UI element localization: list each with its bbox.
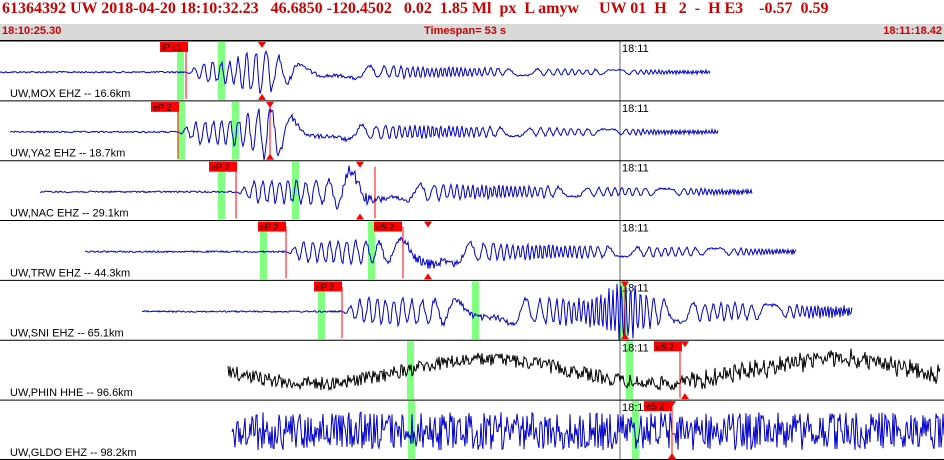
channel-label: UW,YA2 EHZ -- 18.7km [10, 148, 125, 160]
minute-label: 18:11 [622, 163, 649, 175]
amplitude-marker [356, 161, 364, 168]
pick-flag-label: eS 2 [656, 342, 675, 352]
timespan-label: Timespan= 53 s [424, 25, 507, 37]
channel-label: UW,PHIN HHE -- 96.6km [10, 387, 133, 399]
pick-flag[interactable] [644, 401, 672, 412]
phase-window-marker [472, 281, 479, 340]
trace-panel[interactable]: 18:11 eP 2 UW,YA2 EHZ -- 18.7km [0, 100, 944, 161]
time-bar: 18:10:25.30 Timespan= 53 s 18:11:18.42 [0, 24, 944, 41]
phase-window-marker [620, 281, 627, 340]
waveform-trace [9, 107, 719, 161]
trace-panel[interactable]: 18:11 iP c1 UW,MOX EHZ -- 16.6km [0, 41, 944, 101]
amplitude-marker [266, 153, 274, 160]
minute-label: 18:11 [622, 223, 649, 235]
pick-flag[interactable] [654, 341, 682, 352]
channel-label: UW,MOX EHZ -- 16.6km [10, 88, 130, 100]
amplitude-marker [424, 221, 432, 228]
seismogram-panels[interactable]: 18:11 iP c1 UW,MOX EHZ -- 16.6km 18:11 eP 2 U… [0, 41, 944, 460]
channel-label: UW,NAC EHZ -- 29.1km [10, 208, 129, 220]
waveform-trace [39, 165, 753, 211]
trace-panel[interactable]: 18:11 eP 2 UW,NAC EHZ -- 29.1km [0, 160, 944, 221]
minute-label: 18:11 [622, 43, 649, 55]
amplitude-marker [258, 42, 266, 48]
phase-window-marker [626, 341, 633, 400]
channel-label: UW,SNI EHZ -- 65.1km [10, 327, 124, 339]
start-time: 18:10:25.30 [2, 25, 62, 37]
phase-window-marker [260, 221, 267, 280]
trace-panel[interactable]: 18:11 eS 2 UW,PHIN HHE -- 96.6km [0, 339, 944, 401]
pick-flag[interactable] [160, 42, 188, 52]
pick-flag-label: eP 2 [211, 162, 229, 172]
pick-flag[interactable] [258, 221, 286, 232]
amplitude-marker [681, 341, 689, 348]
pick-flag-label: eP 2 [260, 222, 278, 232]
pick-flag[interactable] [209, 161, 237, 172]
phase-window-marker [318, 281, 325, 340]
pick-flag[interactable] [374, 221, 402, 232]
trace-panel[interactable]: 18:11 eP 2 eS 2 UW,TRW EHZ -- 44.3km [0, 220, 944, 281]
amplitude-marker [621, 281, 629, 288]
phase-window-marker [368, 221, 375, 280]
channel-label: UW,GLDO EHZ -- 98.2km [10, 447, 137, 459]
amplitude-marker [668, 452, 676, 459]
waveform-trace [231, 411, 944, 451]
pick-flag-label: eP 2 [153, 102, 171, 112]
pick-flag-label: eS 2 [646, 402, 665, 412]
channel-label: UW,TRW EHZ -- 44.3km [10, 267, 130, 279]
amplitude-marker [424, 273, 432, 280]
end-time: 18:11:18.42 [883, 25, 942, 37]
amplitude-marker [266, 101, 274, 108]
waveform-trace [85, 236, 797, 269]
pick-flag[interactable] [314, 281, 342, 292]
waveform-trace [141, 283, 853, 341]
pick-flag[interactable] [151, 101, 179, 112]
phase-window-marker [632, 401, 639, 459]
minute-label: 18:11 [622, 103, 649, 115]
pick-flag-label: iP c1 [162, 43, 182, 53]
phase-window-marker [218, 161, 225, 220]
phase-window-marker [292, 161, 299, 220]
waveform-trace [0, 50, 711, 94]
minute-label: 18:11 [622, 342, 649, 354]
amplitude-marker [356, 213, 364, 220]
pick-flag-label: eS 2 [376, 222, 395, 232]
event-summary-title: 61364392 UW 2018-04-20 18:10:32.23 46.68… [2, 0, 829, 17]
phase-window-marker [218, 42, 225, 100]
amplitude-marker [621, 333, 629, 340]
event-header: 61364392 UW 2018-04-20 18:10:32.23 46.68… [0, 0, 944, 24]
pick-flag-label: eP 2 [316, 282, 334, 292]
minute-label: 18:11 [622, 402, 649, 414]
phase-window-marker [232, 101, 239, 160]
phase-window-marker [178, 101, 185, 160]
amplitude-marker [681, 393, 689, 400]
amplitude-marker [258, 93, 266, 100]
phase-window-marker [177, 42, 184, 100]
waveform-trace [227, 348, 941, 392]
